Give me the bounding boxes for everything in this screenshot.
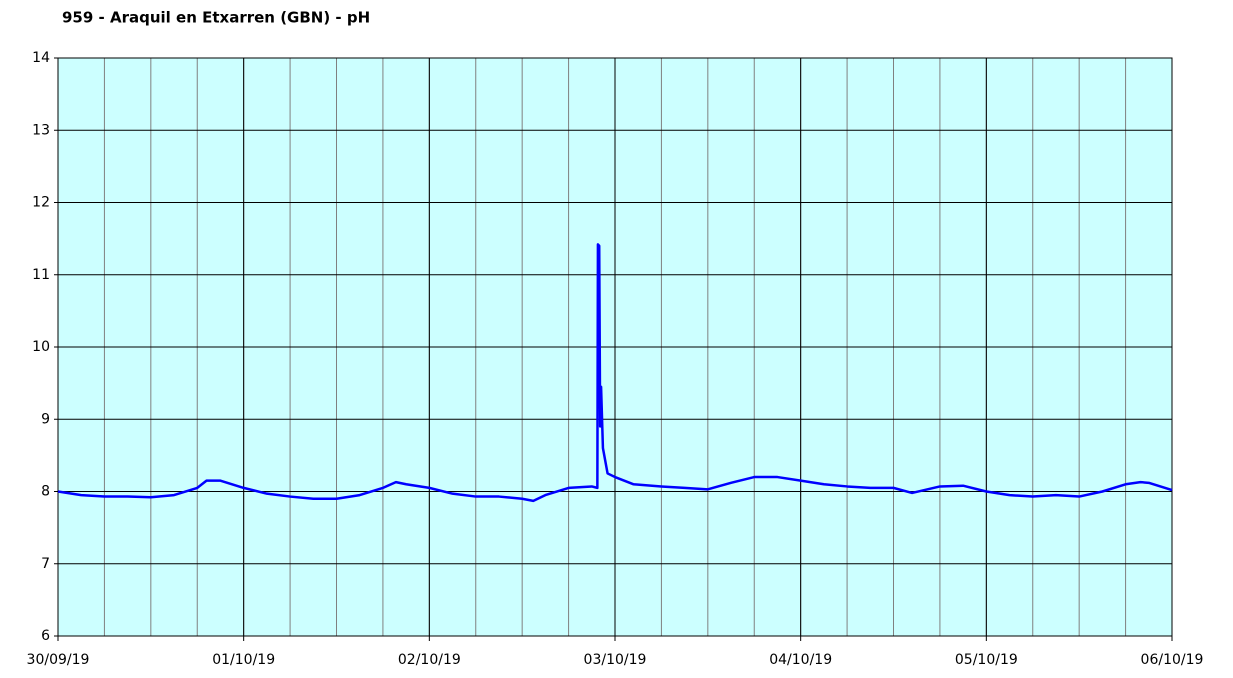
chart-title: 959 - Araquil en Etxarren (GBN) - pH [62, 9, 370, 27]
y-tick-label: 7 [41, 556, 50, 572]
y-tick-label: 6 [41, 628, 50, 644]
y-tick-label: 10 [32, 339, 50, 355]
y-tick-label: 9 [41, 411, 50, 427]
x-tick-label: 06/10/19 [1141, 652, 1204, 668]
y-tick-label: 8 [41, 484, 50, 500]
x-tick-label: 03/10/19 [584, 652, 647, 668]
x-tick-label: 30/09/19 [27, 652, 90, 668]
x-tick-label: 04/10/19 [769, 652, 832, 668]
y-tick-label: 13 [32, 122, 50, 138]
plot-border [57, 57, 1173, 637]
y-tick-label: 12 [32, 195, 50, 211]
data-line [57, 243, 1173, 503]
y-tick-label: 14 [32, 50, 50, 66]
y-tick-label: 11 [32, 267, 50, 283]
x-tick-label: 05/10/19 [955, 652, 1018, 668]
x-tick-label: 02/10/19 [398, 652, 461, 668]
x-tick-label: 01/10/19 [212, 652, 275, 668]
